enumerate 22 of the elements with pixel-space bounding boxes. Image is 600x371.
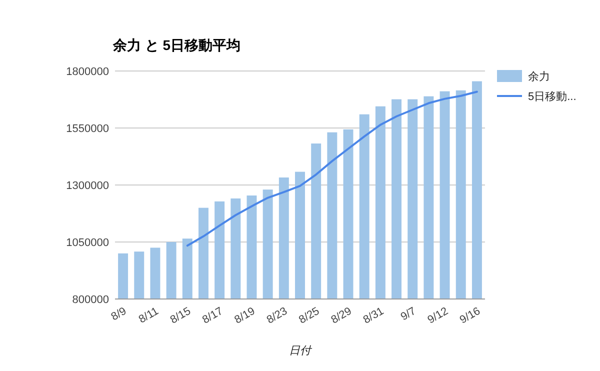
y-tick-label: 1550000 — [66, 123, 109, 135]
x-tick-label: 8/25 — [297, 305, 322, 326]
x-tick-label: 8/11 — [136, 305, 161, 326]
legend-label: 5日移動... — [528, 91, 576, 103]
legend-label: 余力 — [528, 70, 550, 83]
x-tick-label: 9/12 — [426, 305, 450, 326]
y-tick-label: 1300000 — [66, 180, 109, 192]
x-tick-label: 8/15 — [168, 305, 193, 326]
x-axis-title: 日付 — [289, 345, 313, 357]
x-tick-label: 8/23 — [264, 305, 290, 326]
chart-title: 余力 と 5日移動平均 — [112, 37, 241, 53]
x-tick-label: 9/7 — [398, 305, 418, 324]
line-series — [186, 90, 478, 247]
x-tick-label: 8/17 — [200, 305, 226, 326]
x-tick-label: 8/29 — [329, 305, 354, 326]
y-tick-label: 1050000 — [66, 237, 109, 249]
x-tick-label: 8/31 — [361, 305, 386, 326]
y-tick-label: 800000 — [72, 294, 109, 306]
y-tick-label: 1800000 — [66, 66, 109, 78]
x-tick-label: 9/16 — [458, 305, 482, 326]
x-tick-label: 8/19 — [232, 305, 258, 326]
x-tick-label: 8/9 — [109, 305, 129, 324]
